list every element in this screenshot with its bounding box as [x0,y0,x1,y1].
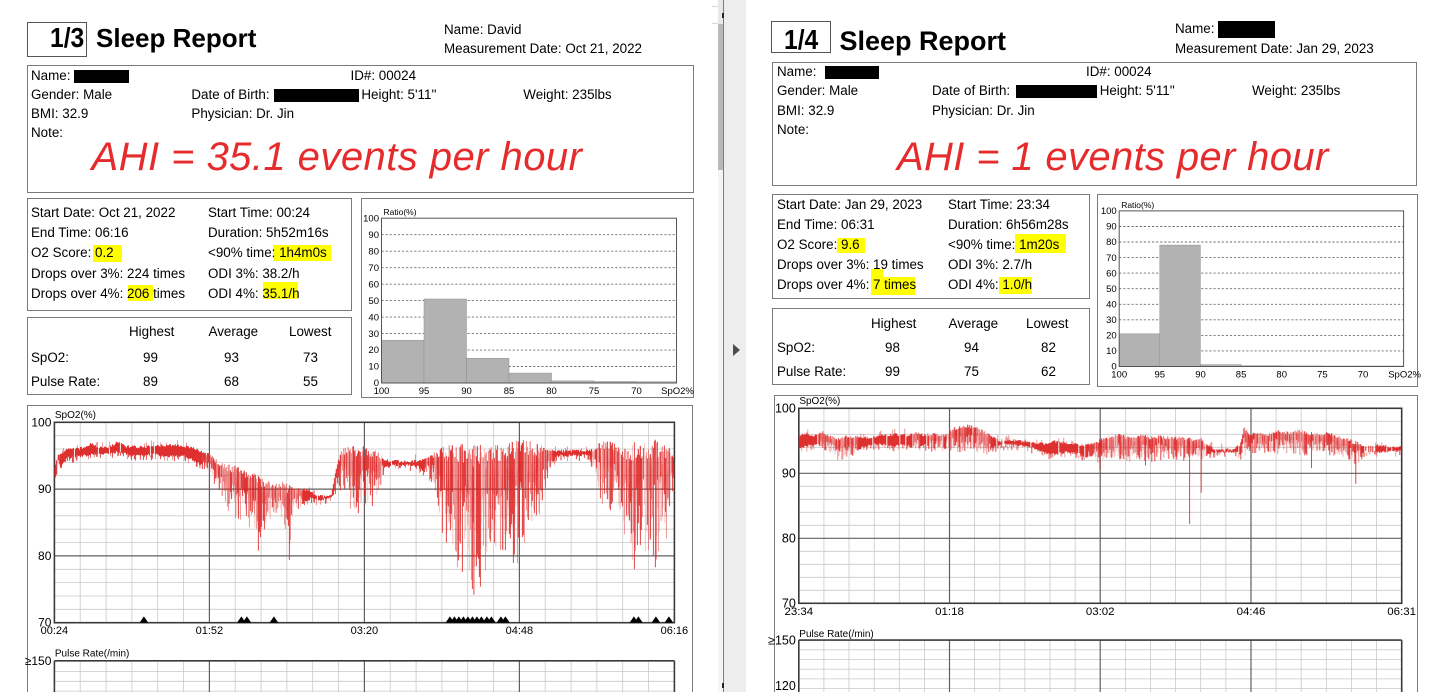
svg-text:70: 70 [1358,370,1369,381]
svg-text:100: 100 [31,415,51,429]
svg-text:Pulse Rate(/min): Pulse Rate(/min) [799,629,873,640]
svg-text:80: 80 [546,386,557,397]
svg-text:0: 0 [1111,362,1116,373]
svg-text:SpO2%: SpO2% [661,386,694,397]
svg-text:50: 50 [1106,284,1117,295]
svg-text:90: 90 [368,229,379,240]
svg-text:80: 80 [1276,370,1287,381]
svg-text:≥150: ≥150 [768,634,796,648]
svg-text:20: 20 [1106,331,1117,342]
svg-text:60: 60 [368,279,379,290]
svg-text:70: 70 [781,596,795,610]
svg-text:23:34: 23:34 [784,606,813,618]
svg-text:00:24: 00:24 [40,625,68,637]
svg-text:30: 30 [368,328,379,339]
svg-text:90: 90 [1195,370,1206,381]
svg-text:50: 50 [368,295,379,306]
svg-text:95: 95 [418,386,429,397]
svg-text:10: 10 [1106,346,1117,357]
svg-text:90: 90 [781,466,795,480]
svg-text:95: 95 [1155,370,1166,381]
svg-text:100: 100 [1101,206,1117,217]
svg-text:0: 0 [373,378,378,389]
svg-text:90: 90 [1106,222,1117,233]
svg-text:70: 70 [631,386,642,397]
svg-text:100: 100 [363,213,379,224]
svg-text:90: 90 [38,482,52,496]
svg-text:10: 10 [368,361,379,372]
svg-text:Ratio(%): Ratio(%) [1121,200,1154,210]
svg-text:SpO2%: SpO2% [1388,370,1421,381]
svg-text:01:52: 01:52 [195,625,223,637]
svg-text:75: 75 [1317,370,1328,381]
svg-text:75: 75 [588,386,599,397]
svg-text:≥150: ≥150 [24,654,51,668]
svg-text:100: 100 [1111,370,1127,381]
svg-text:30: 30 [1106,315,1117,326]
svg-text:85: 85 [1236,370,1247,381]
svg-text:70: 70 [1106,253,1117,264]
svg-text:80: 80 [38,548,52,562]
svg-text:03:02: 03:02 [1085,606,1114,618]
svg-text:40: 40 [1106,300,1117,311]
svg-text:04:48: 04:48 [505,625,533,637]
svg-text:90: 90 [461,386,472,397]
svg-text:120: 120 [774,679,795,692]
svg-text:06:16: 06:16 [660,625,688,637]
svg-text:80: 80 [368,246,379,257]
svg-text:SpO2(%): SpO2(%) [54,409,95,420]
svg-text:60: 60 [1106,268,1117,279]
svg-text:06:31: 06:31 [1387,606,1416,618]
svg-text:Ratio(%): Ratio(%) [383,207,416,217]
svg-text:01:18: 01:18 [935,606,964,618]
svg-text:40: 40 [368,312,379,323]
svg-text:70: 70 [368,262,379,273]
svg-text:80: 80 [1106,237,1117,248]
svg-text:85: 85 [503,386,514,397]
svg-text:100: 100 [373,386,389,397]
svg-text:SpO2(%): SpO2(%) [799,396,840,407]
svg-text:Pulse Rate(/min): Pulse Rate(/min) [54,649,128,660]
svg-text:70: 70 [38,615,52,629]
svg-text:100: 100 [774,401,795,415]
svg-text:04:46: 04:46 [1236,606,1265,618]
svg-text:03:20: 03:20 [350,625,378,637]
svg-text:80: 80 [781,531,795,545]
svg-text:20: 20 [368,345,379,356]
